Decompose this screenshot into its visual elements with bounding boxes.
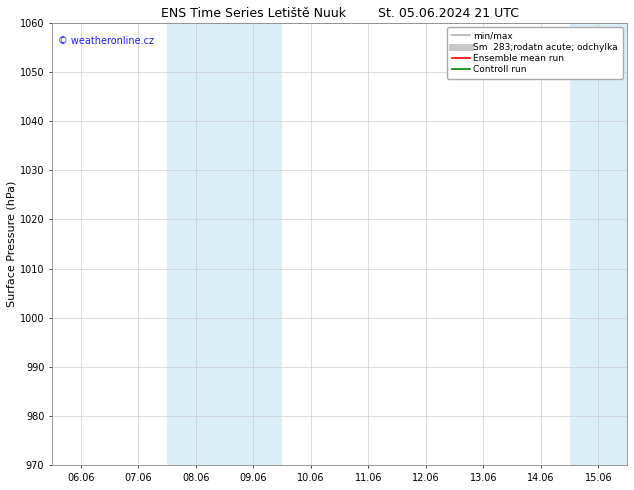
Bar (569, 23, 634, 466)
Y-axis label: Surface Pressure (hPa): Surface Pressure (hPa) (7, 181, 17, 307)
Text: © weatheronline.cz: © weatheronline.cz (58, 36, 153, 46)
Bar (167, 23, 282, 466)
Legend: min/max, Sm  283;rodatn acute; odchylka, Ensemble mean run, Controll run: min/max, Sm 283;rodatn acute; odchylka, … (447, 27, 623, 79)
Title: ENS Time Series Letiště Nuuk        St. 05.06.2024 21 UTC: ENS Time Series Letiště Nuuk St. 05.06.2… (160, 7, 519, 20)
